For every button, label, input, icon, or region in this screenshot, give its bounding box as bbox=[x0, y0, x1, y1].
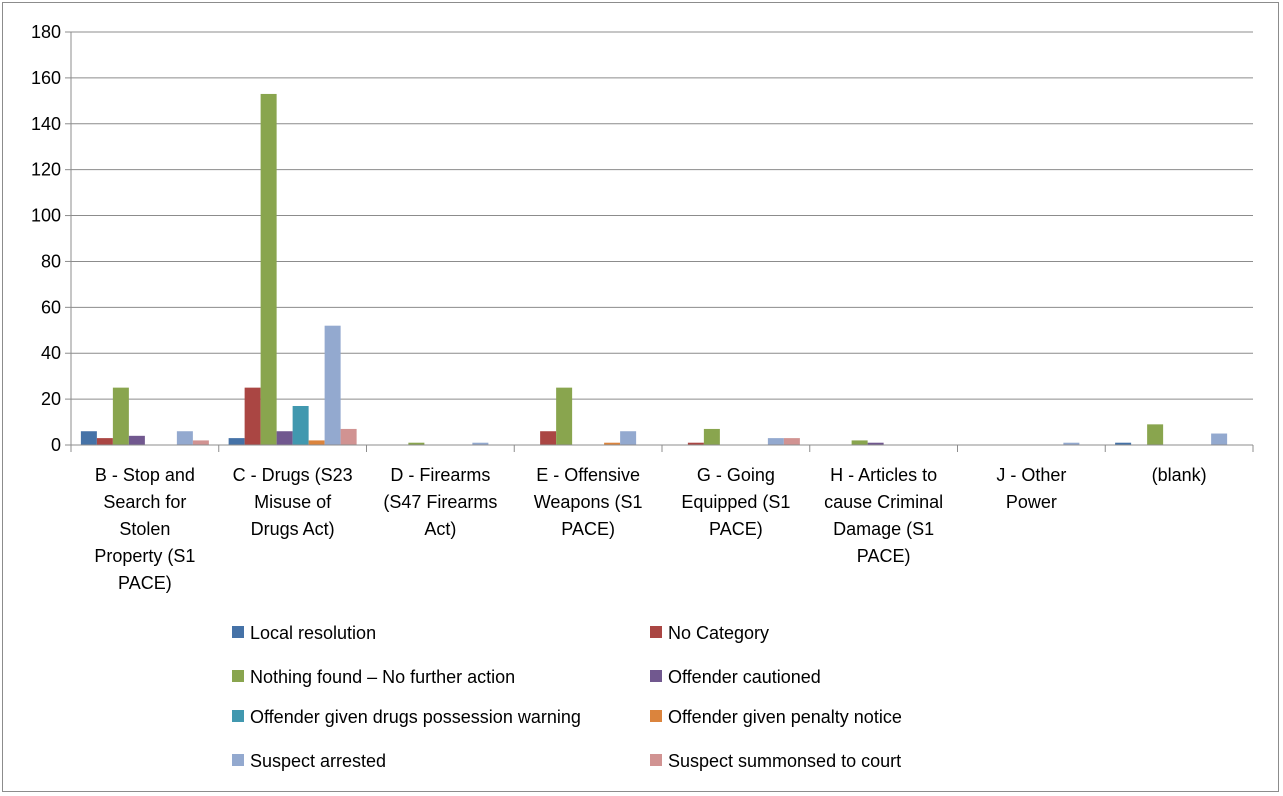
legend-label: Suspect arrested bbox=[250, 751, 386, 771]
legend-label: Offender given drugs possession warning bbox=[250, 707, 581, 727]
bar bbox=[472, 442, 489, 445]
y-tick-label: 180 bbox=[31, 22, 61, 42]
legend-label: No Category bbox=[668, 623, 769, 643]
x-category-label-line: Act) bbox=[424, 519, 456, 539]
legend-label: Local resolution bbox=[250, 623, 376, 643]
x-category-label-line: Damage (S1 bbox=[833, 519, 934, 539]
bar bbox=[767, 438, 784, 445]
bar bbox=[1115, 442, 1132, 445]
x-category-label-line: PACE) bbox=[118, 573, 172, 593]
legend-swatch bbox=[650, 710, 662, 722]
y-tick-label: 140 bbox=[31, 114, 61, 134]
legend-swatch bbox=[232, 754, 244, 766]
bar bbox=[1063, 442, 1080, 445]
bars bbox=[80, 93, 1228, 445]
x-category-label-line: H - Articles to bbox=[830, 465, 937, 485]
bar bbox=[96, 438, 113, 445]
bar bbox=[308, 440, 325, 445]
y-axis-tick-labels: 0 20 40 60 80 100 120 140 160 180 bbox=[31, 22, 61, 455]
x-category-label-line: Power bbox=[1006, 492, 1057, 512]
legend-swatch bbox=[232, 710, 244, 722]
bar bbox=[292, 405, 309, 445]
x-category-label-line: (blank) bbox=[1152, 465, 1207, 485]
bar bbox=[851, 440, 868, 445]
x-category-label-line: G - Going bbox=[697, 465, 775, 485]
x-category-label-line: Misuse of bbox=[254, 492, 332, 512]
y-tick-label: 20 bbox=[41, 389, 61, 409]
y-tick-label: 40 bbox=[41, 343, 61, 363]
y-tick-label: 160 bbox=[31, 68, 61, 88]
x-category-label: E - Offensive Weapons (S1 PACE) bbox=[534, 465, 643, 539]
x-category-label: D - Firearms (S47 Firearms Act) bbox=[383, 465, 497, 539]
x-category-label-line: D - Firearms bbox=[390, 465, 490, 485]
legend: Local resolution No Category Nothing found… bbox=[232, 623, 902, 771]
x-category-label-line: PACE) bbox=[857, 546, 911, 566]
bar-chart: 0 20 40 60 80 100 120 140 160 180 B - Stop and Sea… bbox=[31, 22, 1254, 771]
x-category-label: C - Drugs (S23 Misuse of Drugs Act) bbox=[233, 465, 353, 539]
legend-label: Suspect summonsed to court bbox=[668, 751, 901, 771]
legend-swatch bbox=[232, 626, 244, 638]
x-category-label-line: (S47 Firearms bbox=[383, 492, 497, 512]
bar bbox=[244, 387, 261, 445]
y-tick-label: 100 bbox=[31, 206, 61, 226]
bar bbox=[340, 428, 357, 445]
x-category-label-line: J - Other bbox=[996, 465, 1066, 485]
bar bbox=[176, 431, 193, 445]
bar bbox=[703, 428, 720, 445]
bar bbox=[783, 438, 800, 445]
x-category-label-line: Equipped (S1 bbox=[681, 492, 790, 512]
legend-label: Offender given penalty notice bbox=[668, 707, 902, 727]
bar bbox=[80, 431, 97, 445]
x-category-label-line: PACE) bbox=[561, 519, 615, 539]
bar bbox=[228, 438, 245, 445]
x-category-label-line: B - Stop and bbox=[95, 465, 195, 485]
y-tick-label: 120 bbox=[31, 160, 61, 180]
x-category-label: B - Stop and Search for Stolen Property (S1… bbox=[94, 465, 195, 593]
y-tick-label: 80 bbox=[41, 251, 61, 271]
legend-swatch bbox=[650, 670, 662, 682]
x-axis-category-labels: B - Stop and Search for Stolen Property (S1… bbox=[94, 465, 1206, 593]
x-category-label-line: Property (S1 bbox=[94, 546, 195, 566]
x-category-label-line: C - Drugs (S23 bbox=[233, 465, 353, 485]
x-category-label-line: Stolen bbox=[119, 519, 170, 539]
bar bbox=[112, 387, 129, 445]
bar bbox=[276, 431, 293, 445]
bar bbox=[192, 440, 209, 445]
x-category-label-line: Search for bbox=[103, 492, 186, 512]
legend-swatch bbox=[650, 754, 662, 766]
bar bbox=[540, 431, 557, 445]
bar bbox=[1147, 424, 1164, 445]
legend-swatch bbox=[650, 626, 662, 638]
y-tick-label: 60 bbox=[41, 297, 61, 317]
x-category-label-line: Weapons (S1 bbox=[534, 492, 643, 512]
x-category-label-line: E - Offensive bbox=[536, 465, 640, 485]
bar bbox=[604, 442, 621, 445]
bar bbox=[1211, 433, 1228, 445]
x-category-label: J - Other Power bbox=[996, 465, 1066, 512]
x-category-label: (blank) bbox=[1152, 465, 1207, 485]
bar bbox=[556, 387, 573, 445]
legend-swatch bbox=[232, 670, 244, 682]
y-tick-label: 0 bbox=[51, 435, 61, 455]
bar bbox=[687, 442, 704, 445]
x-category-label-line: Drugs Act) bbox=[251, 519, 335, 539]
gridlines bbox=[65, 31, 1253, 446]
x-category-label-line: PACE) bbox=[709, 519, 763, 539]
x-category-label: H - Articles to cause Criminal Damage (S1 P… bbox=[824, 465, 943, 566]
x-category-label: G - Going Equipped (S1 PACE) bbox=[681, 465, 790, 539]
bar bbox=[260, 93, 277, 445]
bar bbox=[867, 442, 884, 445]
bar bbox=[620, 431, 637, 445]
bar bbox=[408, 442, 425, 445]
axes bbox=[70, 32, 1254, 452]
legend-label: Nothing found – No further action bbox=[250, 667, 515, 687]
bar bbox=[128, 435, 145, 445]
legend-label: Offender cautioned bbox=[668, 667, 821, 687]
bar bbox=[324, 325, 341, 445]
x-category-label-line: cause Criminal bbox=[824, 492, 943, 512]
